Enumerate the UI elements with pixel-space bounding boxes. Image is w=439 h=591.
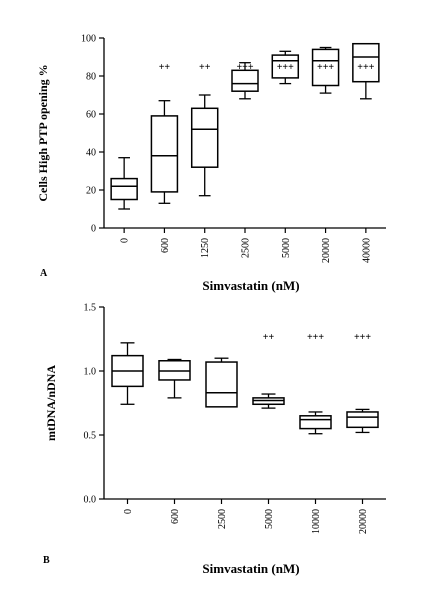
y-tick-label: 20 (86, 186, 96, 197)
panel-a: 0 20 40 60 80 100 0 600 1250 2500 5000 20000 40000 ++… (36, 34, 386, 293)
x-tick-label: 2500 (217, 509, 228, 529)
y-tick-label: 60 (86, 110, 96, 121)
box-iqr (205, 361, 238, 408)
box-0 (111, 342, 144, 405)
box-iqr (190, 107, 219, 168)
x-tick-label: 0 (123, 509, 134, 514)
x-tick-label: 20000 (321, 238, 332, 263)
significance-marker: +++ (354, 332, 371, 343)
box-0 (110, 157, 138, 210)
box-iqr (110, 177, 138, 201)
x-tick-label: 40000 (361, 238, 372, 263)
x-tick-label: 600 (170, 509, 181, 524)
x-tick-label: 1250 (200, 238, 211, 258)
y-tick-label: 40 (86, 148, 96, 159)
x-tick-label: 0 (120, 238, 131, 243)
box-10000: +++ (299, 332, 332, 435)
box-600: ++ (150, 62, 179, 204)
x-axis-label: Simvastatin (nM) (202, 278, 299, 293)
x-tick-label: 600 (160, 238, 171, 253)
box-40000: +++ (352, 42, 380, 100)
box-iqr (231, 69, 259, 92)
significance-marker: ++ (159, 62, 171, 73)
box-iqr (352, 42, 380, 83)
y-tick-label: 1.5 (84, 303, 97, 314)
box-iqr (311, 48, 340, 87)
y-axis-label: Cells High PTP opening % (36, 64, 50, 201)
box-5000: +++ (271, 50, 300, 85)
box-20000: +++ (311, 46, 340, 94)
x-tick-label: 10000 (311, 509, 322, 534)
y-tick-label: 1.0 (84, 367, 97, 378)
y-tick-label: 80 (86, 72, 96, 83)
box-iqr (150, 115, 179, 193)
y-axis-label: mtDNA/nDNA (44, 365, 58, 441)
box-2500: +++ (231, 62, 259, 100)
y-tick-label: 0 (91, 224, 96, 235)
significance-marker: +++ (307, 332, 324, 343)
box-iqr (299, 415, 332, 430)
box-1250: ++ (190, 62, 219, 197)
x-tick-label: 2500 (241, 238, 252, 258)
significance-marker: +++ (317, 62, 334, 73)
significance-marker: +++ (236, 62, 253, 73)
significance-marker: ++ (199, 62, 211, 73)
x-tick-label: 20000 (358, 509, 369, 534)
box-2500 (205, 357, 238, 408)
x-tick-label: 5000 (264, 509, 275, 529)
y-tick-label: 100 (81, 34, 96, 45)
box-5000: ++ (252, 332, 285, 409)
significance-marker: +++ (277, 62, 294, 73)
y-tick-label: 0.0 (84, 495, 97, 506)
box-iqr (346, 411, 379, 429)
box-600 (158, 358, 191, 399)
significance-marker: +++ (357, 62, 374, 73)
box-20000: +++ (346, 332, 379, 434)
panel-b: 0.00.51.01.50 600 2500 5000 10000 20000++ +++ +… (43, 303, 386, 576)
panel-label: B (43, 555, 50, 566)
x-tick-label: 5000 (281, 238, 292, 258)
x-axis-label: Simvastatin (nM) (202, 561, 299, 576)
y-tick-label: 0.5 (84, 431, 97, 442)
panel-label: A (40, 268, 48, 279)
significance-marker: ++ (263, 332, 275, 343)
